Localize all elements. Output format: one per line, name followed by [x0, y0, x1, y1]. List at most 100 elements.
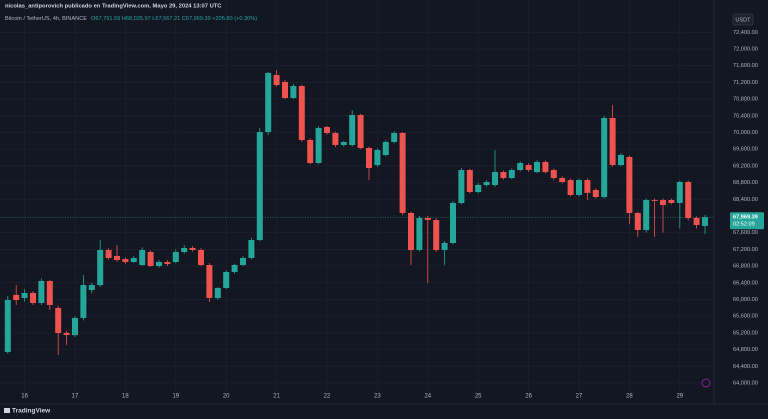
candle-body [21, 292, 28, 298]
candle-body [189, 248, 196, 251]
currency: USDT [735, 17, 751, 23]
x-tick-label: 16 [21, 394, 28, 400]
candle-body [399, 132, 406, 213]
candle-body [38, 280, 45, 303]
y-tick-label: 66,800.00 [733, 264, 758, 270]
candle-body [634, 212, 641, 231]
candle-body [256, 132, 263, 240]
candle-body [693, 217, 700, 226]
candle-body [88, 284, 95, 291]
y-tick-label: 66,400.00 [733, 280, 758, 286]
candle-body [265, 72, 272, 133]
currency-box [732, 13, 754, 26]
logo-text: TradingView [12, 408, 51, 415]
x-tick-label: 20 [223, 394, 230, 400]
candle-body [676, 182, 683, 203]
time-axis: 16 17 18 19 20 21 22 23 24 25 26 27 28 29 [21, 394, 684, 400]
candle-body [382, 142, 389, 155]
x-tick-label: 19 [172, 394, 179, 400]
candle-body [458, 170, 465, 203]
y-tick-label: 69,200.00 [733, 163, 758, 169]
candle-body [643, 199, 650, 231]
y-tick-label: 65,200.00 [733, 330, 758, 336]
y-tick-label: 70,400.00 [733, 113, 758, 119]
candle-body [702, 217, 708, 226]
candle-body [206, 264, 213, 298]
candle-body [366, 148, 372, 169]
y-tick-label: 68,800.00 [733, 180, 758, 186]
x-tick-label: 26 [525, 394, 532, 400]
candle-body [685, 182, 692, 218]
candles [4, 70, 708, 355]
candle-body [525, 165, 532, 171]
y-tick-label: 69,600.00 [733, 147, 758, 153]
candle-body [172, 252, 179, 262]
tradingview-logo: TradingView [4, 408, 51, 415]
candle-body [324, 127, 330, 133]
y-tick-label: 67,600.00 [733, 230, 758, 236]
x-tick-label: 28 [626, 394, 633, 400]
y-tick-label: 72,000.00 [733, 46, 758, 52]
candle-body [475, 185, 482, 193]
candle-body [315, 128, 322, 164]
x-tick-label: 21 [273, 394, 280, 400]
y-tick-label: 68,400.00 [733, 197, 758, 203]
candle-body [298, 86, 305, 140]
candle-body [214, 288, 221, 298]
y-tick-label: 65,600.00 [733, 314, 758, 320]
candle-body [450, 203, 456, 243]
y-tick-label: 64,400.00 [733, 364, 758, 370]
candle-body [139, 250, 146, 265]
candle-body [592, 189, 599, 197]
candle-body [618, 154, 624, 166]
candle-body [72, 317, 78, 335]
candle-body [626, 156, 633, 213]
candle-body [80, 284, 87, 318]
candle-body [374, 150, 381, 166]
candle-body [130, 257, 137, 262]
candle-body [424, 217, 431, 220]
candle-body [231, 264, 238, 273]
y-tick-label: 64,800.00 [733, 347, 758, 353]
symbol-line: Bitcoin / TetherUS, 4h, BINANCE O67,761.5… [5, 16, 257, 22]
candle-body [349, 114, 356, 146]
last-price-box [730, 212, 764, 230]
y-tick-label: 72,400.00 [733, 30, 758, 36]
logo-mark [4, 408, 10, 413]
symbol-title: Bitcoin / TetherUS, 4h, BINANCE [5, 16, 87, 22]
candle-body [122, 258, 129, 262]
candle-body [567, 179, 574, 195]
x-tick-label: 22 [324, 394, 331, 400]
y-tick-label: 66,000.00 [733, 297, 758, 303]
candle-body [609, 117, 616, 166]
candle-body [273, 74, 280, 86]
countdown: 02:52:09 [733, 222, 755, 228]
event-icon[interactable] [701, 378, 711, 388]
candle-body [340, 142, 347, 146]
candle-body [668, 199, 675, 203]
candle-body [198, 250, 204, 265]
candle-body [433, 219, 440, 251]
candle-body [240, 257, 246, 265]
candle-body [660, 199, 666, 206]
y-tick-label: 70,800.00 [733, 97, 758, 103]
candle-body [332, 132, 339, 146]
candle-body [391, 132, 398, 143]
candle-body [223, 272, 230, 289]
candle-body [97, 250, 104, 285]
candle-body [147, 252, 154, 266]
candle-body [156, 261, 162, 266]
candle-body [290, 86, 297, 98]
x-tick-label: 17 [72, 394, 79, 400]
candle-body [550, 170, 557, 178]
y-tick-label: 71,200.00 [733, 80, 758, 86]
y-tick-label: 71,600.00 [733, 63, 758, 69]
candle-body [584, 179, 591, 193]
x-tick-label: 29 [676, 394, 683, 400]
x-tick-label: 27 [576, 394, 583, 400]
candle-body [542, 162, 549, 173]
ohlc-readout: O67,761.59 H68,025.97 L67,567.21 C67,969… [91, 16, 257, 22]
candle-body [248, 239, 255, 258]
x-tick-label: 25 [475, 394, 482, 400]
